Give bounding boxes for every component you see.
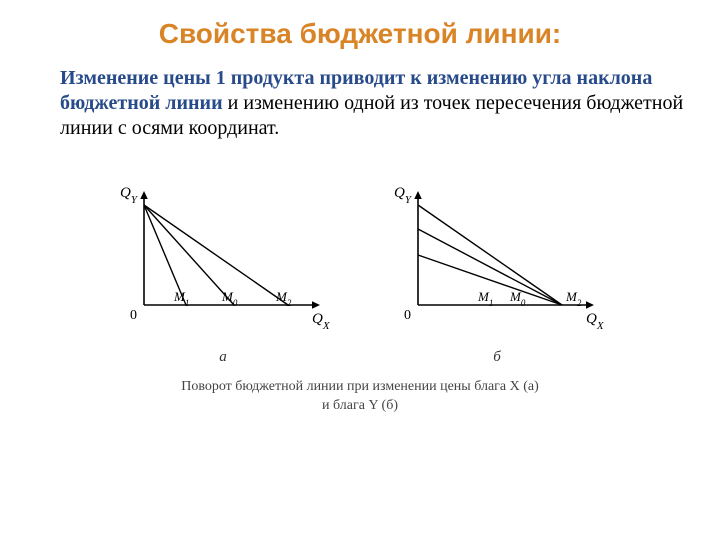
chart-left: QYQX0M1M0M2 xyxy=(108,175,338,345)
svg-text:0: 0 xyxy=(404,308,411,323)
bullet-marker-icon xyxy=(40,66,46,69)
chart-left-wrap: QYQX0M1M0M2 а xyxy=(108,175,338,366)
bullet-text: Изменение цены 1 продукта приводит к изм… xyxy=(60,66,684,141)
figure-caption-line1: Поворот бюджетной линии при изменении це… xyxy=(181,379,539,394)
chart-right: QYQX0M1M0M2 xyxy=(382,175,612,345)
slide-title: Свойства бюджетной линии: xyxy=(36,18,684,50)
bullet-item: Изменение цены 1 продукта приводит к изм… xyxy=(40,66,684,141)
svg-text:QY: QY xyxy=(120,185,139,206)
svg-text:QX: QX xyxy=(312,311,331,332)
chart-right-sublabel: б xyxy=(493,349,501,366)
svg-text:QY: QY xyxy=(394,185,413,206)
figure-caption-line2: и блага Y (б) xyxy=(322,398,398,413)
slide: { "title": "Свойства бюджетной линии:", … xyxy=(0,0,720,540)
charts-row: QYQX0M1M0M2 а QYQX0M1M0M2 б xyxy=(108,175,612,366)
svg-text:QX: QX xyxy=(586,311,605,332)
figure-area: QYQX0M1M0M2 а QYQX0M1M0M2 б Поворот бюдж… xyxy=(36,175,684,416)
figure-caption: Поворот бюджетной линии при изменении це… xyxy=(181,378,539,416)
chart-right-wrap: QYQX0M1M0M2 б xyxy=(382,175,612,366)
svg-text:0: 0 xyxy=(130,308,137,323)
chart-left-sublabel: а xyxy=(219,349,227,366)
